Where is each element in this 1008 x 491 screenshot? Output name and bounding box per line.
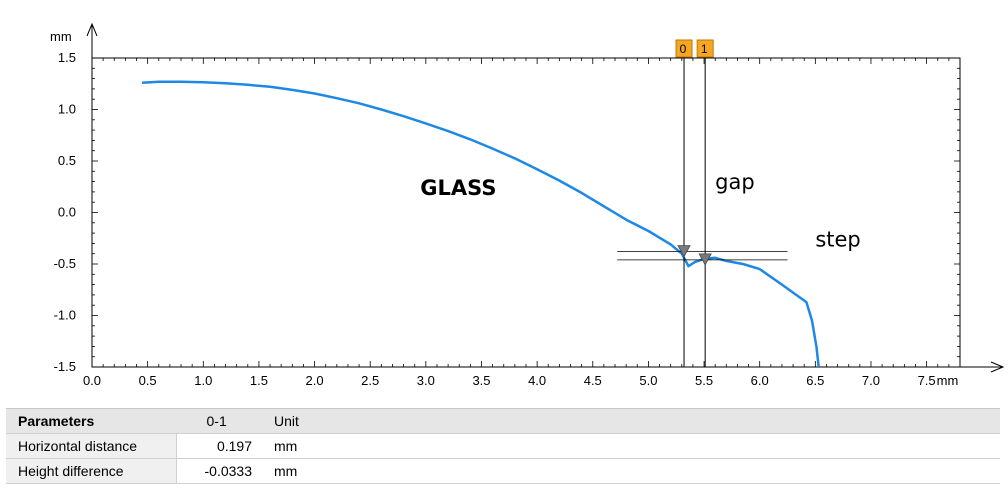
x-tick-label: 5.0 [639,373,657,388]
row-unit: mm [274,433,1000,459]
x-tick-label: 0.5 [139,373,157,388]
table-header-row: Parameters 0-1 Unit [6,408,1000,434]
x-tick-label: 1.5 [250,373,268,388]
y-tick-label: 1.5 [58,50,76,65]
axes: 0.0 0.5 1.0 1.5 2.0 2.5 3.0 3.5 4.0 4.5 5.0 5.5 6.0 6… [50,22,1005,388]
x-tick-label: 2.5 [361,373,379,388]
cursor-flag [696,39,714,58]
cursor-marker-icon [677,245,691,258]
cursor-0[interactable]: 0 [617,39,788,367]
x-tick-label: 3.5 [472,373,490,388]
y-tick-label: 0.5 [58,153,76,168]
parameters-header: Parameters [6,408,177,434]
row-name: Horizontal distance [6,433,177,459]
y-tick-label: -0.5 [54,256,76,271]
annotation-step: step [815,227,860,251]
cursor-1[interactable]: 1 [617,39,788,367]
x-unit-label: mm [937,373,959,388]
annotation-glass: GLASS [420,176,496,200]
row-name: Height difference [6,458,177,484]
range-header: 0-1 [176,408,274,434]
x-tick-label: 1.0 [194,373,212,388]
unit-header: Unit [274,408,1000,434]
x-tick-label: 6.5 [806,373,824,388]
x-tick-label: 6.0 [751,373,769,388]
cursor-flag-label: 1 [701,42,708,56]
y-tick-label: -1.5 [54,359,76,374]
table-row: Height difference -0.0333 mm [6,458,1000,484]
x-tick-label: 5.5 [695,373,713,388]
y-axis-arrow-icon [86,22,98,37]
x-tick-label: 7.5 [918,373,936,388]
x-tick-label: 7.0 [862,373,880,388]
plot-frame [91,57,961,368]
cursor-flag [675,39,693,58]
cursor-flag-label: 0 [680,42,687,56]
row-value: 0.197 [176,433,274,459]
cursor-marker-icon [698,253,712,266]
parameters-table: Parameters 0-1 Unit Horizontal distance … [6,408,1000,484]
table-row: Horizontal distance 0.197 mm [6,433,1000,459]
y-unit-label: mm [50,29,72,44]
x-tick-label: 4.5 [584,373,602,388]
profile-chart: 0.0 0.5 1.0 1.5 2.0 2.5 3.0 3.5 4.0 4.5 5.0 5.5 6.0 6… [50,22,1005,388]
y-tick-label: 1.0 [58,102,76,117]
profile-curve [142,80,820,368]
row-value: -0.0333 [176,458,274,484]
annotation-gap: gap [715,170,755,194]
x-tick-label: 3.0 [417,373,435,388]
y-tick-label: 0.0 [58,205,76,220]
y-tick-label: -1.0 [54,308,76,323]
annotations: GLASS gap step [420,170,860,252]
x-tick-label: 2.0 [306,373,324,388]
x-tick-label: 4.0 [528,373,546,388]
x-tick-label: 0.0 [83,373,101,388]
row-unit: mm [274,458,1000,484]
profile-line [142,80,820,368]
x-axis-arrow-icon [990,361,1005,373]
